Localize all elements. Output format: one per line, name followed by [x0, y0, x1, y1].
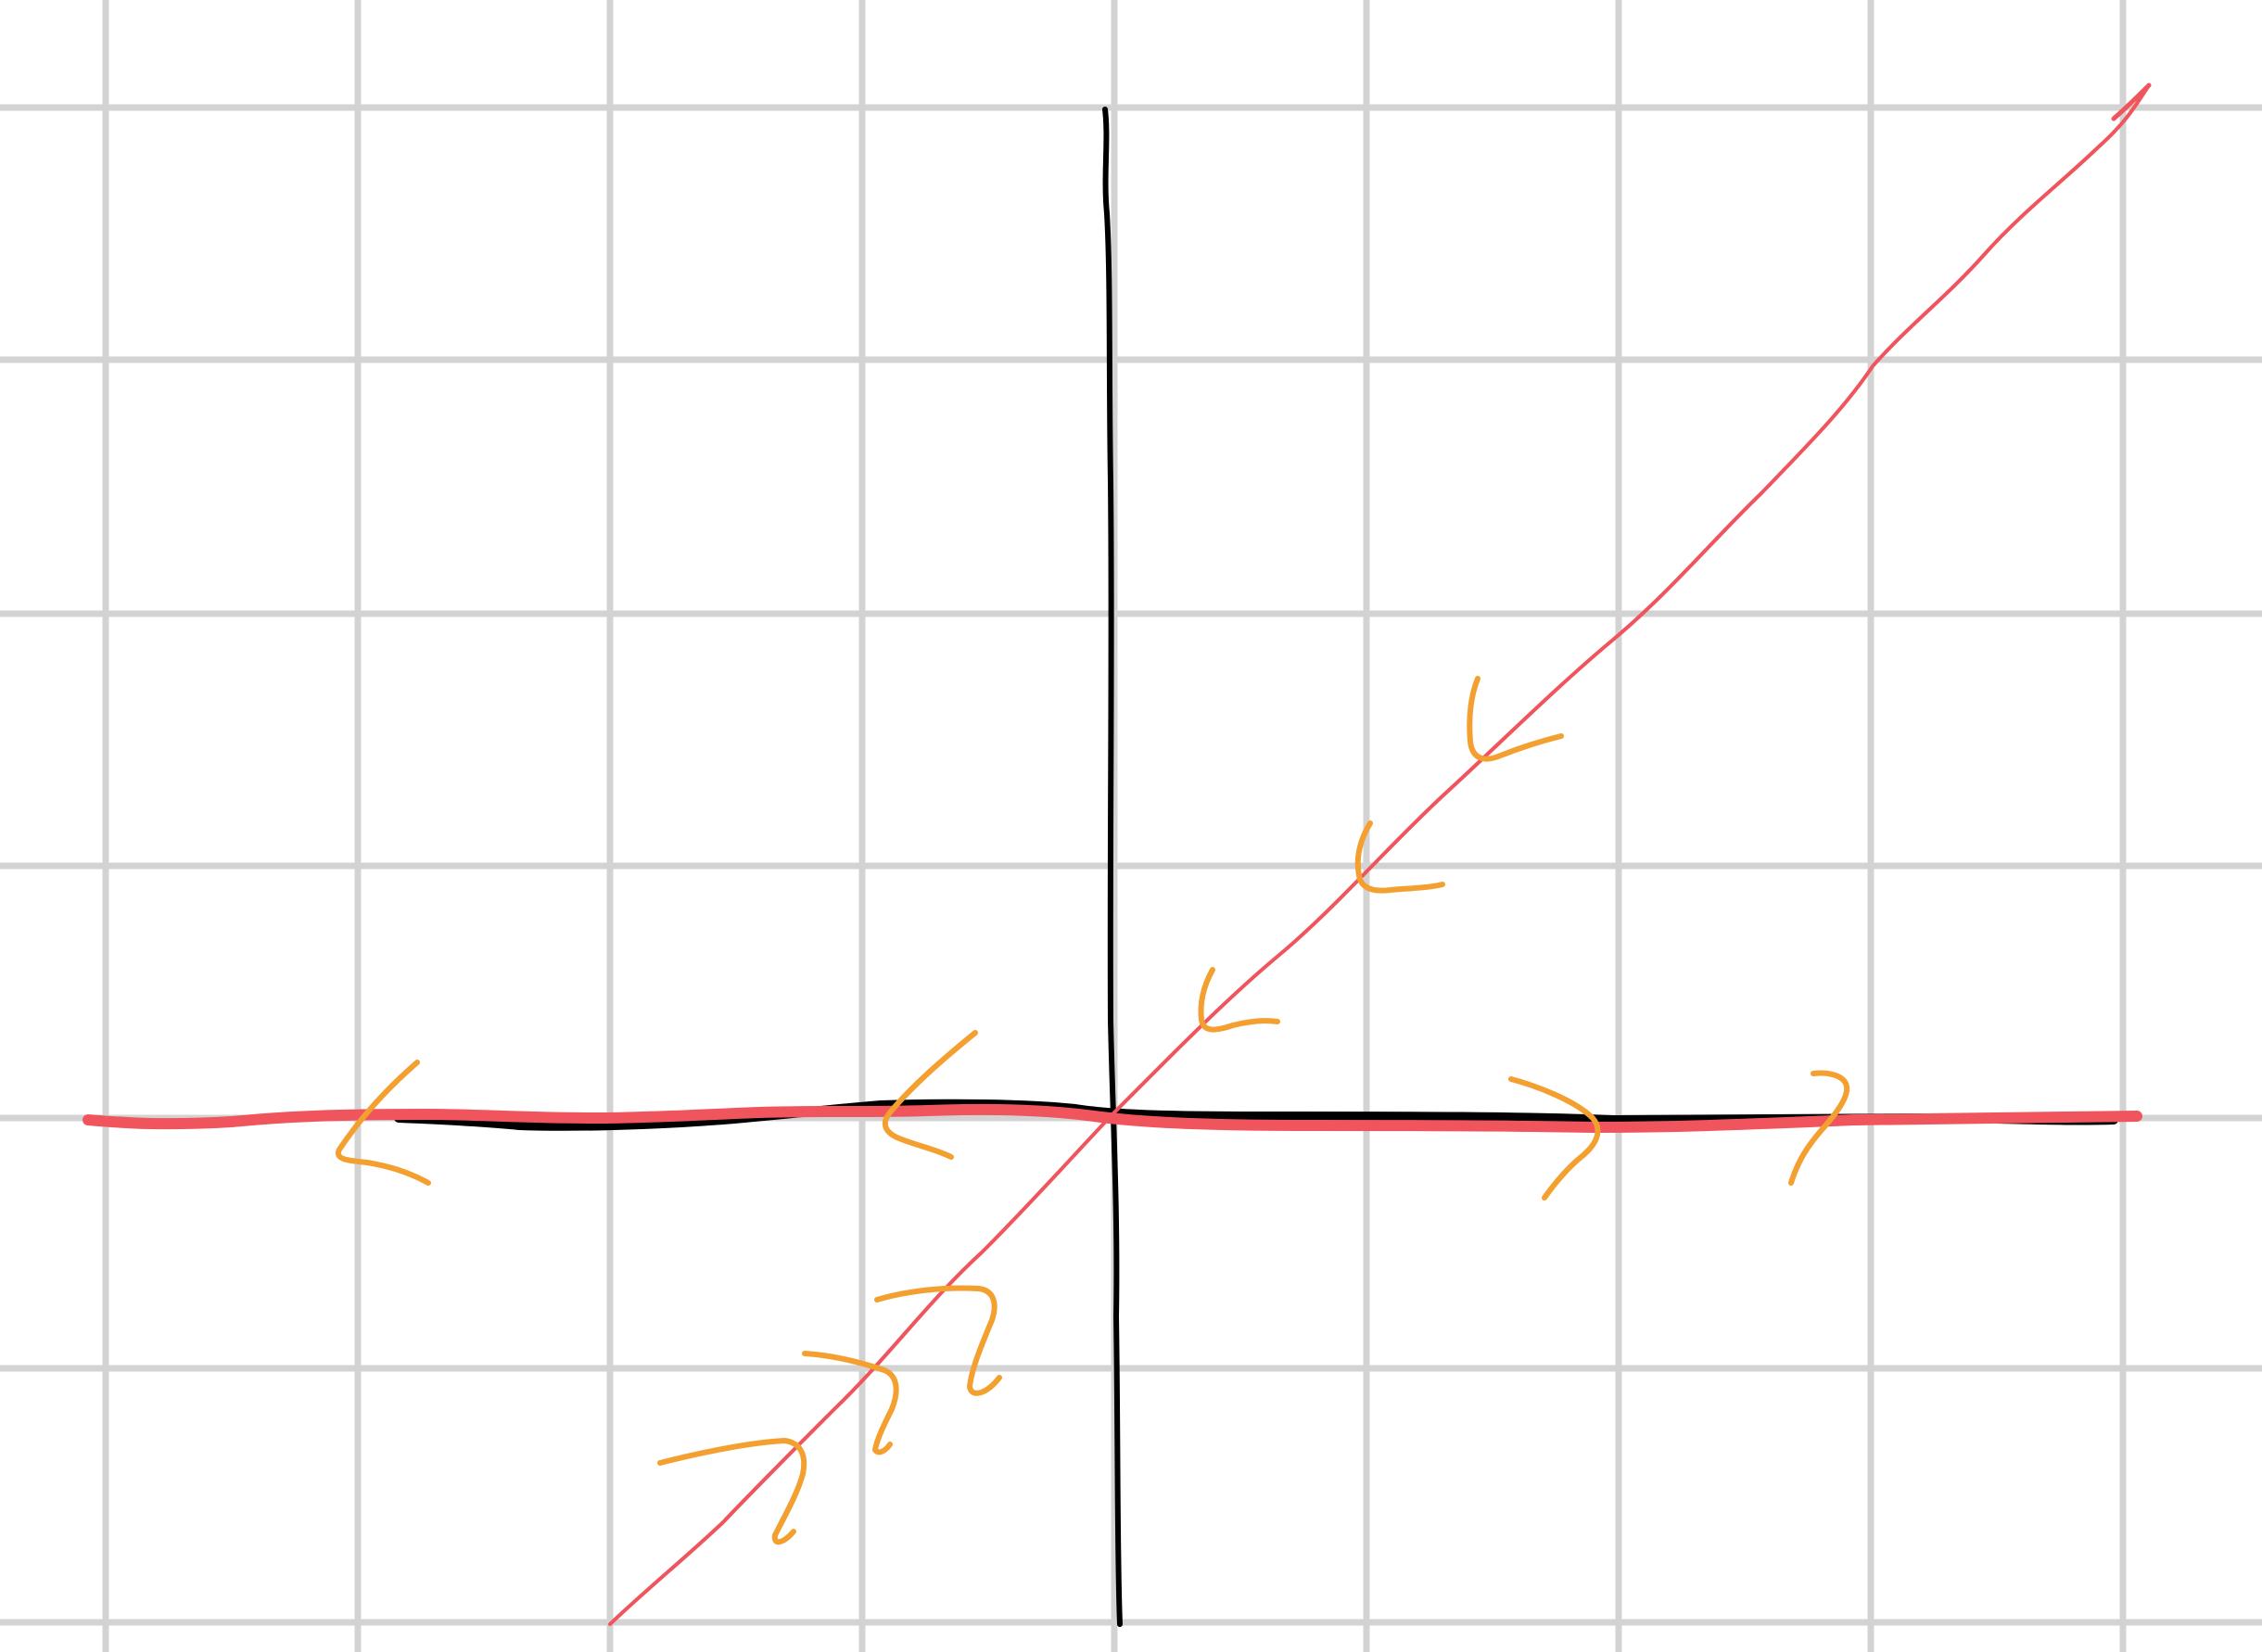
invariant-lines: [83, 83, 2152, 1626]
arrow-diagonal-upper: [1467, 676, 1564, 762]
flow-arrows: [336, 676, 1850, 1545]
arrow-left-far: [336, 1060, 431, 1186]
arrow-diagonal-bottom-upper: [874, 1285, 1002, 1396]
arrow-left-near: [882, 1030, 978, 1160]
arrow-diagonal-bottom-middle: [802, 1351, 899, 1455]
arrow-diagonal-bottom-lower: [657, 1438, 807, 1545]
diagonal-line-tail-stroke: [2111, 83, 2152, 121]
arrow-right-far: [1788, 1070, 1850, 1186]
arrow-diagonal-middle: [1354, 820, 1445, 894]
horizontal-invariant-line: [83, 1103, 2142, 1133]
arrow-diagonal-lower: [1198, 967, 1280, 1033]
diagonal-invariant-line: [608, 83, 2151, 1626]
y-axis: [1102, 107, 1123, 1627]
arrow-right-near: [1508, 1076, 1601, 1201]
